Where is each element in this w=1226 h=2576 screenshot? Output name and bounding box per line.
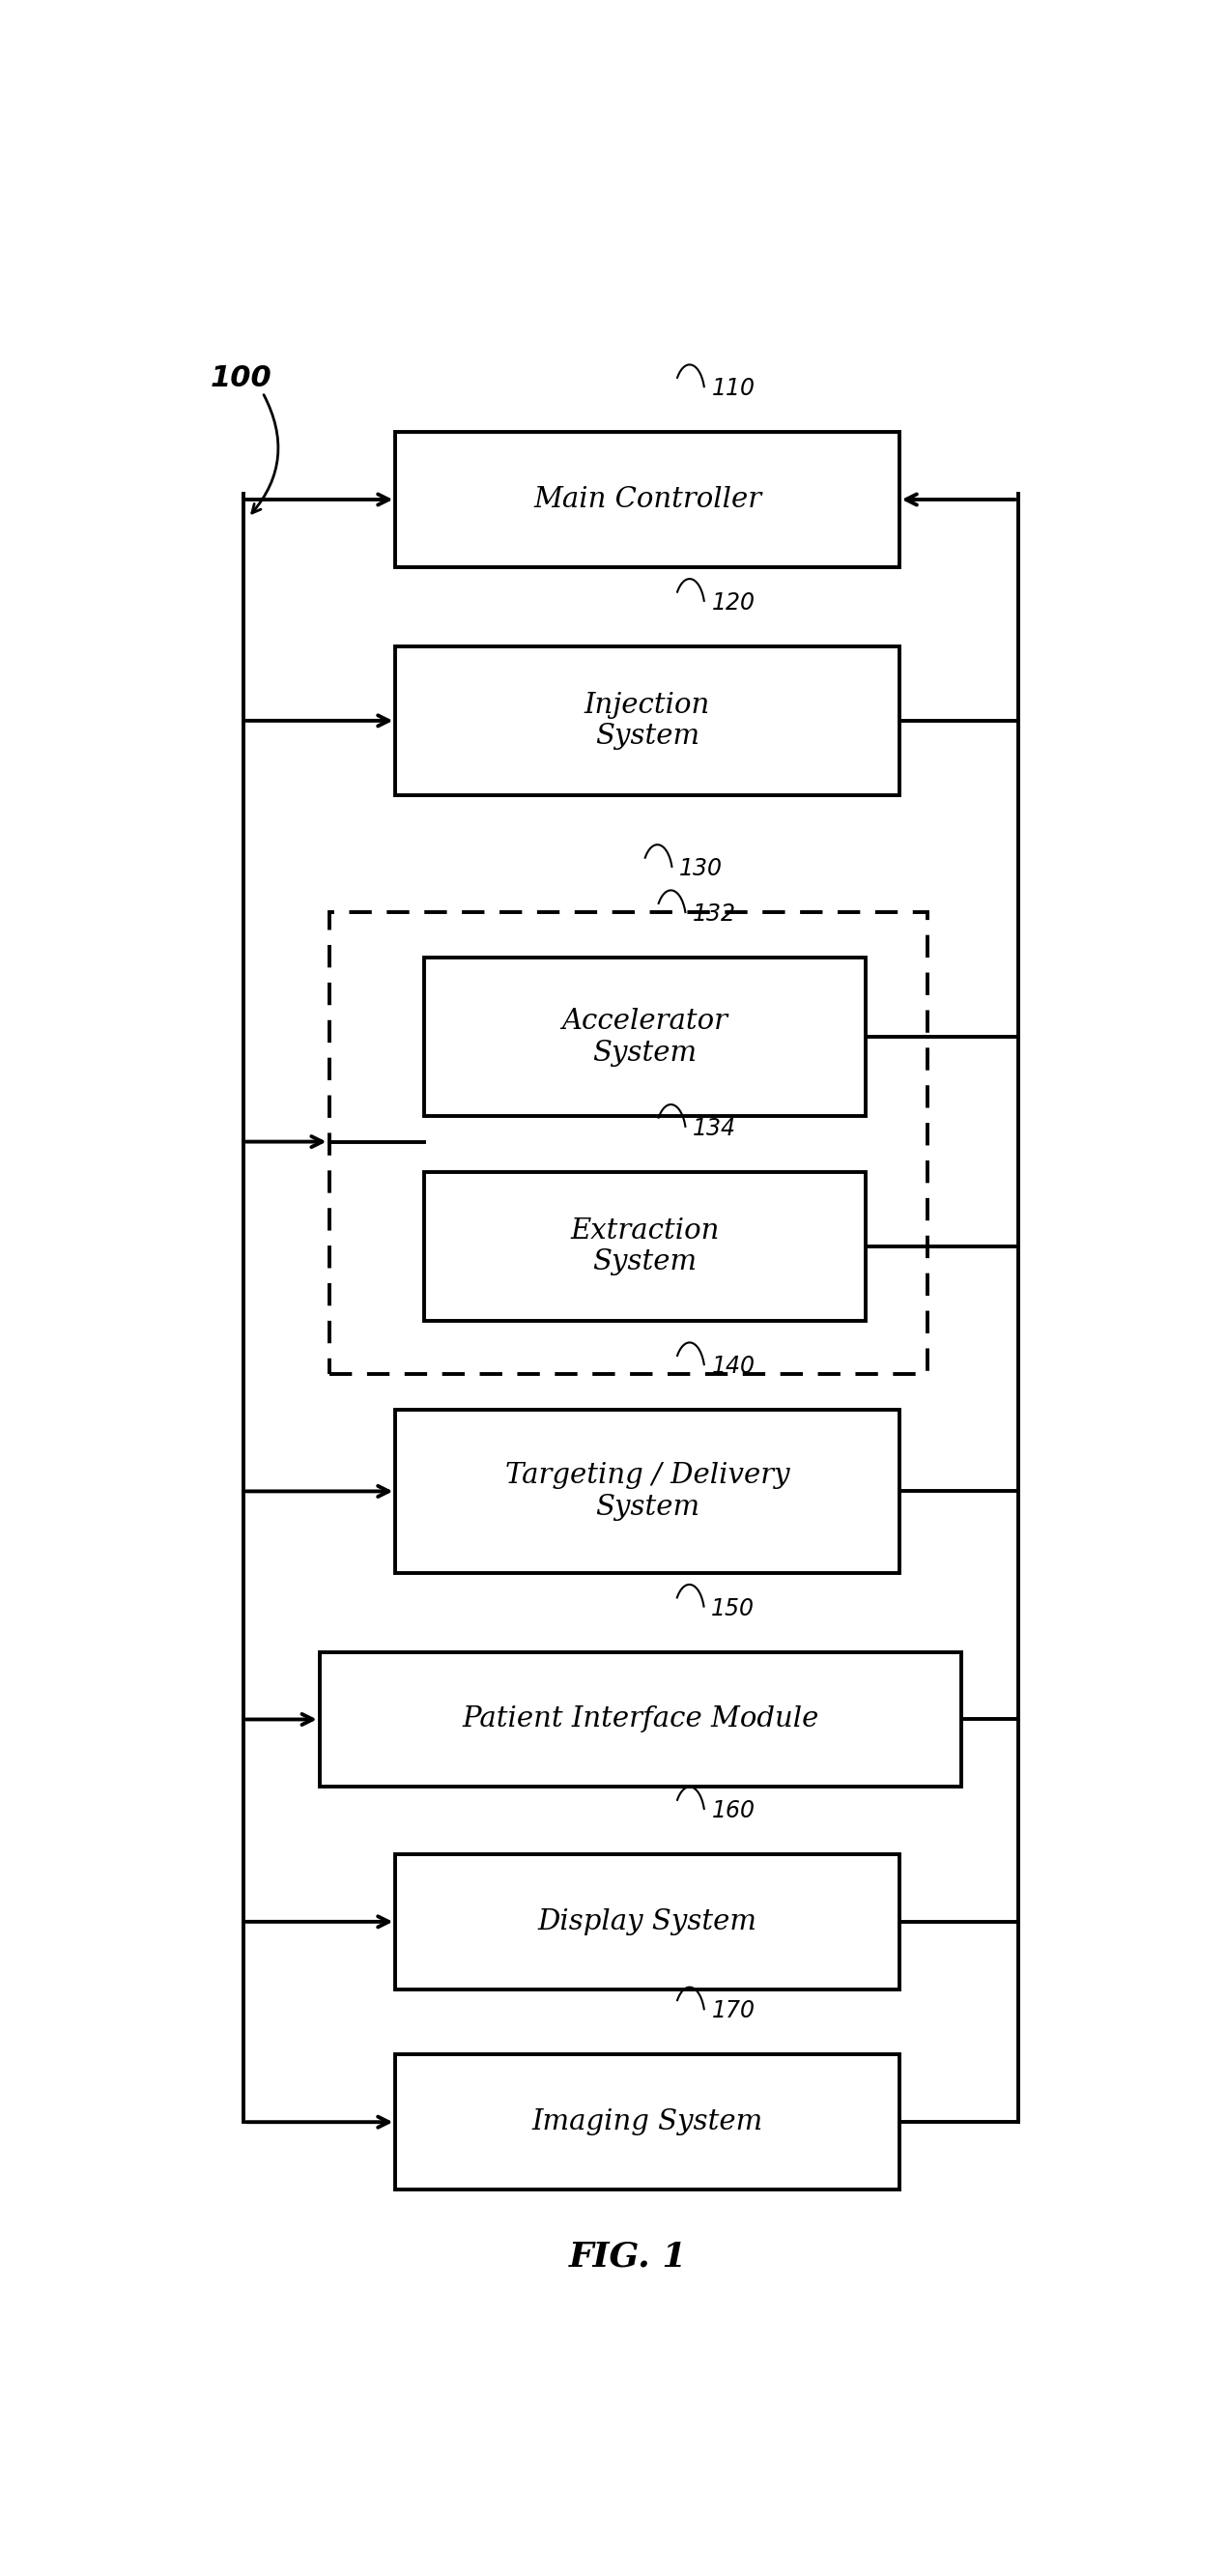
- Text: Imaging System: Imaging System: [532, 2110, 763, 2136]
- Bar: [396, 433, 899, 567]
- Text: Injection
System: Injection System: [585, 690, 710, 750]
- Bar: [396, 647, 899, 796]
- Text: Patient Interface Module: Patient Interface Module: [462, 1705, 819, 1734]
- Text: Display System: Display System: [538, 1909, 756, 1935]
- Bar: [424, 958, 866, 1115]
- Text: 150: 150: [711, 1597, 755, 1620]
- Text: 140: 140: [711, 1355, 755, 1378]
- Bar: [396, 1855, 899, 1989]
- Text: 110: 110: [711, 376, 755, 399]
- Text: Targeting / Delivery
System: Targeting / Delivery System: [505, 1463, 790, 1520]
- Bar: [396, 1409, 899, 1571]
- Text: Main Controller: Main Controller: [533, 487, 761, 513]
- Bar: [320, 1651, 961, 1788]
- Text: 170: 170: [711, 1999, 755, 2022]
- Text: 134: 134: [693, 1118, 737, 1141]
- Text: 160: 160: [711, 1798, 755, 1821]
- Bar: [396, 2056, 899, 2190]
- Text: 132: 132: [693, 902, 737, 925]
- Bar: [424, 1172, 866, 1321]
- Text: 120: 120: [711, 590, 755, 613]
- Text: 130: 130: [679, 858, 723, 881]
- Text: FIG. 1: FIG. 1: [569, 2241, 688, 2272]
- Text: Accelerator
System: Accelerator System: [562, 1007, 728, 1066]
- Text: Extraction
System: Extraction System: [570, 1216, 720, 1275]
- Text: 100: 100: [211, 366, 272, 392]
- Bar: [329, 912, 928, 1373]
